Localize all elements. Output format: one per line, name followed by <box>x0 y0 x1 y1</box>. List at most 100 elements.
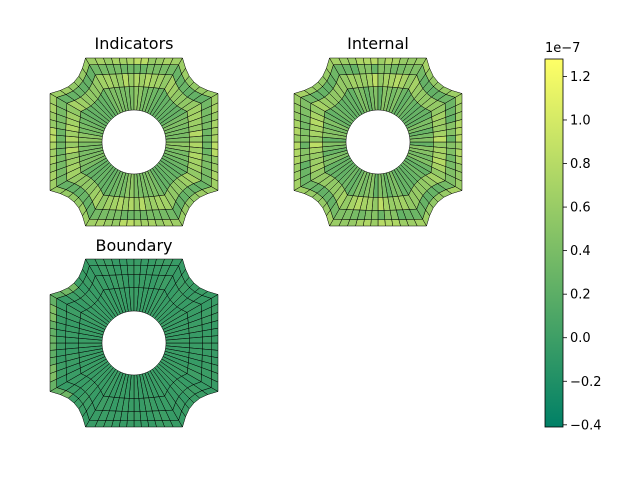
colorbar: 1e−7 1.2 1.0 0.8 0.6 0.4 0.2 0.0 −0.2 −0.4 <box>544 41 602 433</box>
mesh-cell <box>370 57 379 65</box>
mesh-cell <box>65 141 79 149</box>
mesh-cell <box>49 356 57 366</box>
mesh-cell <box>377 210 386 221</box>
mesh-cell <box>120 264 129 276</box>
colorbar-tick-label: 0.2 <box>570 288 591 303</box>
panel-title-boundary: Boundary <box>95 236 172 255</box>
mesh-cell <box>211 148 219 158</box>
mesh-cell <box>293 148 301 158</box>
mesh-cell <box>140 258 150 266</box>
mesh-cell <box>118 219 128 227</box>
mesh-cell <box>383 209 392 221</box>
mesh-cell <box>202 141 213 150</box>
mesh-cell <box>384 219 394 227</box>
mesh-cell <box>133 411 142 422</box>
mesh-cell <box>211 134 219 143</box>
mesh-cell <box>202 342 213 351</box>
mesh-cell <box>55 335 66 344</box>
mesh-cell <box>133 197 141 211</box>
mesh-cell <box>211 320 219 330</box>
mesh-cell <box>55 141 66 150</box>
mesh-cell <box>377 63 386 74</box>
mesh-cell <box>133 219 142 227</box>
mesh-cell <box>211 141 219 150</box>
mesh-cell <box>126 258 135 266</box>
mesh-cell <box>126 411 135 422</box>
mesh-cell <box>189 135 203 143</box>
mesh-cell <box>133 210 142 221</box>
mesh-cell <box>133 57 142 65</box>
mesh-cell <box>202 134 213 143</box>
mesh-cell <box>118 420 128 428</box>
mesh-cell <box>377 219 386 227</box>
mesh-cell <box>362 219 372 227</box>
mesh-cell <box>133 258 142 266</box>
mesh-cell <box>120 63 129 75</box>
mesh-cell <box>211 119 219 129</box>
mesh-cell <box>147 420 157 428</box>
mesh-cell <box>49 155 57 165</box>
mesh-cell <box>49 327 57 337</box>
colorbar-tick-label: 1.2 <box>570 70 591 85</box>
mesh-cell <box>299 141 310 150</box>
mesh-cell <box>127 73 135 87</box>
mesh-cell <box>211 342 219 351</box>
mesh-cell <box>391 219 401 227</box>
mesh-cell <box>55 147 67 156</box>
mesh-cell <box>455 126 463 136</box>
mesh-cell <box>309 141 323 149</box>
mesh-cell <box>126 264 135 275</box>
mesh-cell <box>293 126 301 136</box>
mesh-cell <box>111 258 121 266</box>
mesh-cell <box>455 148 463 158</box>
mesh-cell <box>118 57 128 65</box>
mesh-cell <box>445 128 457 137</box>
mesh-plot-internal <box>293 57 463 227</box>
mesh-cell <box>211 126 219 136</box>
mesh-cell <box>147 219 157 227</box>
mesh-cell <box>49 148 57 158</box>
colorbar-tick-label: 1.0 <box>570 113 591 128</box>
mesh-cell <box>293 141 301 150</box>
mesh-cell <box>299 147 311 156</box>
mesh-cell <box>455 134 463 143</box>
mesh-cell <box>126 210 135 221</box>
mesh-cell <box>133 420 142 428</box>
mesh-cell <box>211 349 219 359</box>
mesh-cell <box>293 134 301 143</box>
mesh-cell <box>377 57 386 65</box>
mesh-cell <box>370 219 379 227</box>
mesh-cell <box>455 119 463 129</box>
colorbar-tick-label: 0.8 <box>570 157 591 172</box>
mesh-cell <box>126 420 135 428</box>
mesh-cell <box>202 335 213 344</box>
mesh-cell <box>455 141 463 150</box>
mesh-cell <box>65 342 79 350</box>
colorbar-tick-label: 0.0 <box>570 331 591 346</box>
mesh-cell <box>140 420 150 428</box>
colorbar-tick-label: −0.2 <box>570 375 602 390</box>
mesh-cell <box>49 349 57 359</box>
mesh-cell <box>139 209 148 221</box>
mesh-cell <box>370 210 379 221</box>
mesh-cell <box>293 155 301 165</box>
mesh-plot-boundary <box>49 258 219 428</box>
mesh-cell <box>126 57 135 65</box>
mesh-cell <box>370 63 379 74</box>
mesh-cell <box>55 348 67 357</box>
mesh-cell <box>127 274 135 288</box>
mesh-cell <box>55 134 66 143</box>
mesh-cell <box>139 410 148 422</box>
mesh-cell <box>133 63 142 74</box>
mesh-cell <box>126 63 135 74</box>
mesh-cell <box>384 57 394 65</box>
colorbar-tick-label: 0.6 <box>570 201 591 216</box>
colorbar-ticks: 1.2 1.0 0.8 0.6 0.4 0.2 0.0 −0.2 −0.4 <box>563 70 602 433</box>
mesh-cell <box>211 335 219 344</box>
mesh-cell <box>55 342 66 351</box>
mesh-cell <box>446 134 457 143</box>
mesh-cell <box>126 219 135 227</box>
mesh-cell <box>111 57 121 65</box>
mesh-plot-indicators <box>49 57 219 227</box>
